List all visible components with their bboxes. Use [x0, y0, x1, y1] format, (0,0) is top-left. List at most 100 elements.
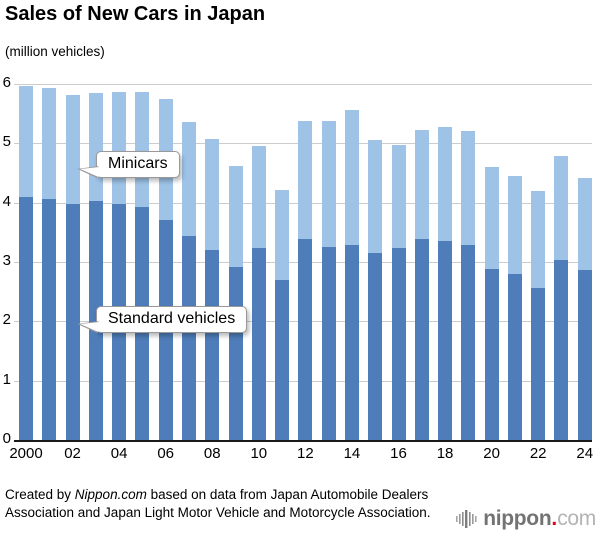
plot-area: 2000 02 04 06 08 10 12 14 16 18 20 22 24 — [9, 84, 593, 462]
callout-tail — [79, 320, 100, 332]
bar-2011 — [275, 190, 290, 440]
bar-2024-standard — [577, 270, 592, 440]
bar-2019-minicars — [461, 131, 476, 246]
bar-2011-minicars — [275, 190, 290, 280]
x-tick-label-2002: 02 — [64, 445, 81, 462]
bar-2005 — [135, 91, 150, 440]
x-tick-label-2014: 14 — [343, 445, 361, 462]
y-tick-label-3: 3 — [2, 252, 11, 269]
bar-2012: 12 — [297, 121, 314, 462]
bar-2015-standard — [368, 253, 383, 440]
nippon-com-logo: nippon. com — [456, 507, 596, 531]
bar-2010-standard — [251, 248, 266, 440]
bar-2004-minicars — [112, 91, 127, 205]
bar-2020-standard — [484, 268, 499, 440]
x-tick-label-2000: 2000 — [9, 445, 43, 462]
bar-2021-standard — [507, 273, 522, 440]
bar-2020: 20 — [483, 167, 500, 462]
bars: 2000 02 04 06 08 10 12 14 16 18 20 22 24 — [9, 84, 593, 462]
bar-2002: 02 — [64, 94, 81, 462]
bar-2016-minicars — [391, 145, 406, 248]
callout-tail — [79, 165, 100, 177]
bar-2020-minicars — [484, 167, 499, 269]
standard-vehicles-callout: Standard vehicles — [76, 306, 248, 334]
x-tick-label-2012: 12 — [297, 445, 314, 462]
bar-2001 — [42, 88, 57, 440]
bar-2006: 06 — [157, 99, 174, 462]
bar-2022: 22 — [530, 190, 547, 462]
source-note-prefix: Created by — [5, 487, 75, 502]
bar-2023-standard — [554, 259, 569, 440]
bar-2000-standard — [19, 196, 33, 440]
x-tick-label-2018: 18 — [436, 445, 454, 462]
x-tick-label-2004: 04 — [110, 445, 128, 462]
x-tick-label-2022: 22 — [529, 445, 547, 462]
bar-2024-minicars — [577, 177, 592, 271]
x-tick-label-2020: 20 — [483, 445, 500, 462]
bar-2008: 08 — [204, 138, 221, 462]
bar-2022-standard — [531, 287, 546, 440]
source-note-suffix: based on data from Japan Automobile Deal… — [5, 487, 431, 520]
y-tick-label-2: 2 — [2, 311, 11, 329]
standard-vehicles-callout-label: Standard vehicles — [108, 310, 236, 327]
bar-2001-standard — [42, 199, 57, 440]
bar-2016-standard — [391, 247, 406, 440]
bar-2008-standard — [205, 249, 220, 440]
bar-2014-standard — [344, 244, 359, 440]
bar-2003-minicars — [88, 92, 103, 201]
x-tick-label-2006: 06 — [157, 445, 175, 462]
bar-2012-standard — [298, 238, 313, 440]
bar-2019-standard — [461, 245, 476, 440]
bar-2009 — [228, 166, 243, 440]
logo-dot: . — [551, 507, 558, 530]
minicars-callout-label: Minicars — [108, 155, 168, 172]
bar-2014: 14 — [344, 110, 360, 462]
bar-2015-minicars — [368, 140, 383, 254]
bar-2024: 24 — [576, 177, 593, 462]
x-tick-label-2016: 16 — [390, 445, 407, 462]
bar-2023 — [554, 156, 569, 440]
bar-2008-minicars — [205, 138, 220, 250]
bar-2002-standard — [65, 204, 80, 440]
bar-2009-minicars — [228, 166, 243, 267]
logo-tld: com — [557, 507, 596, 530]
y-tick-label-4: 4 — [2, 192, 11, 210]
bar-2003-standard — [88, 200, 103, 440]
bar-2017-standard — [414, 238, 429, 440]
y-tick-label-5: 5 — [2, 133, 11, 151]
bar-2011-standard — [275, 279, 290, 440]
y-tick-label-1: 1 — [2, 370, 11, 388]
bar-2007-minicars — [181, 122, 196, 236]
y-tick-label-6: 6 — [2, 74, 11, 91]
bar-2022-minicars — [531, 190, 546, 288]
soundwave-icon — [456, 510, 477, 528]
bar-2007-standard — [181, 235, 196, 440]
bar-2018-standard — [438, 241, 453, 440]
source-note-brand: Nippon.com — [74, 487, 147, 502]
bar-2000: 2000 — [9, 86, 43, 462]
bar-2001-minicars — [42, 88, 57, 200]
bar-2000-minicars — [19, 86, 33, 197]
bar-2010-minicars — [251, 145, 266, 249]
bar-2013-standard — [321, 246, 336, 440]
bar-2017 — [414, 129, 429, 440]
chart-unit-label: (million vehicles) — [5, 44, 105, 59]
bar-2010: 10 — [250, 145, 267, 462]
minicars-callout: Minicars — [76, 151, 180, 179]
source-note: Created by Nippon.com based on data from… — [5, 486, 437, 522]
bar-2015 — [368, 140, 383, 440]
bar-2007 — [181, 122, 196, 440]
gridline-6 — [14, 84, 592, 85]
bar-2018: 18 — [437, 127, 453, 462]
bar-2019 — [461, 131, 476, 440]
bar-2018-minicars — [438, 127, 453, 242]
bar-2023-minicars — [554, 156, 569, 260]
x-tick-label-2010: 10 — [250, 445, 268, 462]
y-tick-label-0: 0 — [2, 430, 11, 447]
bar-2002-minicars — [65, 94, 80, 205]
bar-2004: 04 — [111, 91, 127, 462]
bar-2021-minicars — [507, 175, 522, 274]
y-axis: 0 1 2 3 4 5 6 — [0, 74, 11, 447]
chart-title: Sales of New Cars in Japan — [5, 3, 266, 25]
